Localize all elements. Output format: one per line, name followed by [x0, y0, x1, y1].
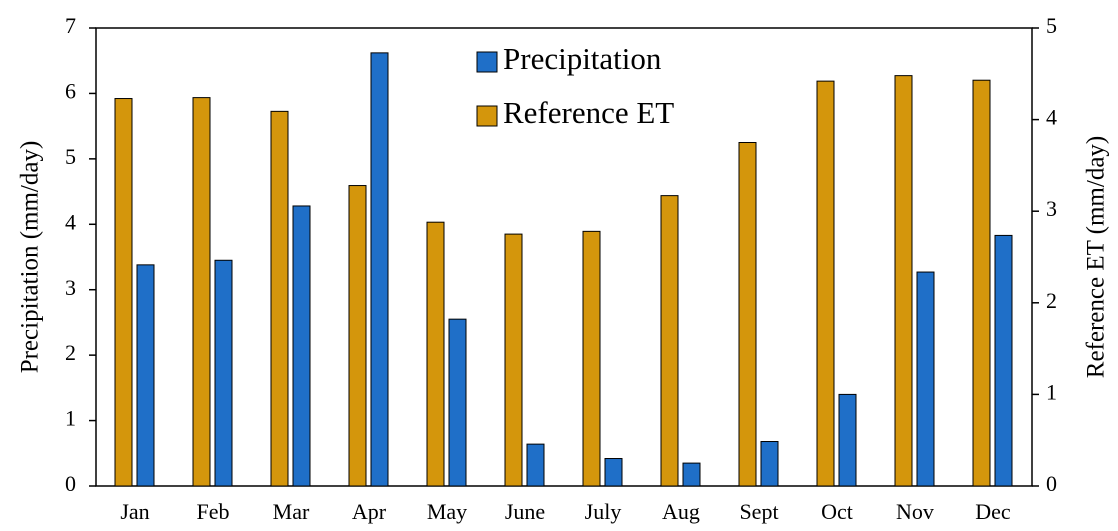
bar: [348, 185, 367, 487]
legend-swatch: [476, 105, 498, 127]
y2-tick-label: 5: [1046, 13, 1057, 38]
bar: [916, 271, 935, 487]
y2-tick-label: 0: [1046, 471, 1057, 496]
x-tick-label: Jan: [120, 499, 149, 524]
bar: [270, 110, 289, 487]
x-tick-label: Apr: [352, 499, 387, 524]
y-tick-label: 7: [65, 13, 76, 38]
bar: [582, 230, 601, 487]
x-tick-label: Sept: [739, 499, 778, 524]
y2-tick-label: 4: [1046, 105, 1057, 130]
bar: [448, 318, 467, 487]
bar: [136, 264, 155, 487]
y2-tick-label: 1: [1046, 379, 1057, 404]
x-tick-label: Mar: [273, 499, 310, 524]
y-tick-label: 4: [65, 209, 76, 234]
bar: [370, 52, 389, 487]
x-tick-label: Oct: [821, 499, 853, 524]
bar: [214, 259, 233, 487]
bar: [192, 97, 211, 487]
y2-tick-label: 2: [1046, 288, 1057, 313]
y-tick-label: 1: [65, 406, 76, 431]
legend-label: Precipitation: [503, 41, 662, 76]
bar: [682, 462, 701, 487]
legend-swatch: [476, 51, 498, 73]
bar: [526, 443, 545, 487]
y-axis-title: Precipitation (mm/day): [17, 141, 44, 374]
x-tick-label: Aug: [662, 499, 700, 524]
y-tick-label: 2: [65, 340, 76, 365]
y2-axis-title: Reference ET (mm/day): [1083, 136, 1110, 378]
bar: [816, 80, 835, 487]
y-tick-label: 6: [65, 78, 76, 103]
bar: [994, 234, 1013, 487]
bar: [760, 441, 779, 487]
x-tick-label: Feb: [197, 499, 230, 524]
bar: [504, 233, 523, 487]
y-tick-label: 0: [65, 471, 76, 496]
bar: [426, 221, 445, 487]
y-tick-label: 5: [65, 144, 76, 169]
y2-tick-label: 3: [1046, 196, 1057, 221]
x-tick-label: Nov: [896, 499, 934, 524]
x-tick-label: July: [585, 499, 622, 524]
x-tick-label: Dec: [975, 499, 1011, 524]
bar: [838, 393, 857, 487]
plot-frame: [95, 27, 1033, 487]
x-tick-label: June: [505, 499, 545, 524]
legend-label: Reference ET: [503, 95, 674, 130]
bar: [894, 75, 913, 487]
bar: [972, 79, 991, 487]
x-tick-label: May: [427, 499, 467, 524]
bar: [738, 142, 757, 487]
bar: [114, 98, 133, 487]
y-tick-label: 3: [65, 275, 76, 300]
bar: [604, 458, 623, 487]
bar: [292, 205, 311, 487]
bar: [660, 195, 679, 487]
